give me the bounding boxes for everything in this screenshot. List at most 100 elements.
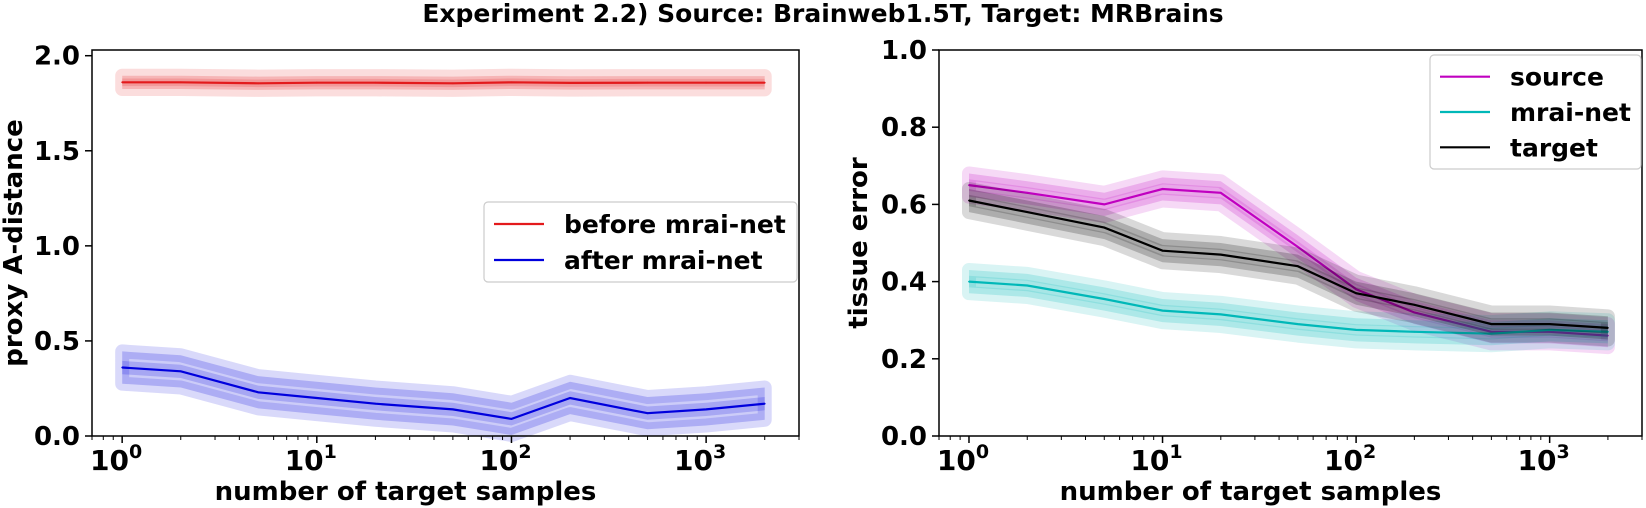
data-point bbox=[510, 418, 513, 420]
data-point bbox=[1161, 188, 1164, 190]
data-point bbox=[1026, 211, 1029, 214]
band-inner bbox=[969, 179, 1608, 342]
legend: before mrai-net after mrai-net bbox=[483, 201, 798, 283]
data-point bbox=[1607, 330, 1609, 333]
x-tick-label: 103 bbox=[674, 441, 726, 477]
x-tick-label: 102 bbox=[1324, 441, 1376, 477]
data-point bbox=[968, 184, 970, 187]
x-axis-label: number of target samples bbox=[215, 477, 597, 507]
band-inner bbox=[969, 275, 1608, 340]
data-point bbox=[1103, 298, 1106, 300]
data-point bbox=[1607, 327, 1609, 329]
data-point bbox=[1161, 249, 1164, 252]
data-point bbox=[763, 81, 766, 84]
data-point bbox=[968, 280, 970, 283]
data-point bbox=[121, 366, 124, 369]
series-before-mrai-net bbox=[115, 68, 772, 97]
x-tick-label: 103 bbox=[1518, 441, 1570, 477]
data-point bbox=[1026, 191, 1029, 194]
y-tick-label: 0.4 bbox=[881, 268, 927, 298]
data-point bbox=[1548, 323, 1551, 325]
legend-frame bbox=[483, 201, 798, 283]
data-point bbox=[1355, 329, 1357, 331]
data-point bbox=[1296, 323, 1299, 325]
legend-frame bbox=[1429, 54, 1642, 170]
x-tick-label: 101 bbox=[1130, 441, 1182, 477]
data-point bbox=[510, 81, 513, 84]
data-point bbox=[374, 81, 377, 84]
chart-left: 0.0 0.5 1.0 1.5 2.0 100 101 102 103 number of tar… bbox=[0, 42, 800, 507]
data-point bbox=[705, 408, 707, 411]
y-tick-label: 0.0 bbox=[34, 422, 80, 452]
data-point bbox=[646, 81, 649, 84]
data-point bbox=[1219, 191, 1222, 194]
data-point bbox=[1413, 311, 1416, 314]
y-tick-label: 0.2 bbox=[881, 345, 927, 375]
data-point bbox=[1296, 265, 1299, 268]
data-point bbox=[1490, 323, 1493, 325]
axes-frame bbox=[938, 49, 1643, 437]
x-axis-label: number of target samples bbox=[1060, 477, 1442, 507]
series-target bbox=[962, 182, 1615, 347]
data-point bbox=[1548, 330, 1551, 333]
data-point bbox=[569, 397, 571, 399]
data-point bbox=[1103, 203, 1106, 206]
legend-label: target bbox=[1510, 133, 1598, 162]
x-tick-label: 102 bbox=[479, 441, 531, 477]
data-point bbox=[1296, 246, 1299, 248]
chart-right: 0.0 0.2 0.4 0.6 0.8 1.0 100 101 102 103 number of … bbox=[844, 36, 1643, 507]
band-outer bbox=[115, 344, 772, 442]
data-point bbox=[1413, 330, 1416, 333]
y-tick-label: 0.0 bbox=[881, 422, 927, 452]
x-tick-label: 100 bbox=[90, 441, 142, 477]
data-point bbox=[452, 82, 454, 85]
data-point bbox=[121, 81, 124, 84]
band-outer bbox=[962, 263, 1615, 353]
x-tick-label: 101 bbox=[285, 441, 337, 477]
series-after-mrai-net bbox=[115, 344, 772, 442]
data-point bbox=[1219, 313, 1222, 316]
data-point bbox=[1355, 288, 1357, 291]
axes-frame bbox=[91, 49, 800, 437]
legend-label: before mrai-net bbox=[564, 210, 786, 239]
data-point bbox=[315, 397, 318, 399]
figure-title: Experiment 2.2) Source: Brainweb1.5T, Ta… bbox=[422, 0, 1223, 28]
data-point bbox=[705, 81, 707, 84]
data-point bbox=[1103, 226, 1106, 229]
x-tick-label: 100 bbox=[937, 441, 989, 477]
y-axis-label: tissue error bbox=[844, 157, 874, 329]
legend: source mrai-net target bbox=[1429, 54, 1642, 170]
y-tick-label: 2.0 bbox=[34, 42, 80, 72]
data-point bbox=[1490, 330, 1493, 333]
data-point bbox=[763, 402, 766, 405]
y-tick-label: 1.0 bbox=[881, 36, 927, 66]
data-point bbox=[1490, 332, 1493, 335]
data-point bbox=[1607, 334, 1609, 337]
y-tick-label: 0.5 bbox=[34, 327, 80, 357]
y-tick-label: 1.0 bbox=[34, 232, 80, 262]
data-point bbox=[452, 408, 454, 411]
data-point bbox=[257, 391, 260, 394]
legend-label: after mrai-net bbox=[564, 246, 763, 275]
series-line bbox=[122, 81, 765, 85]
series-mrai-net bbox=[962, 263, 1615, 353]
data-point bbox=[1413, 303, 1416, 306]
data-point bbox=[1026, 284, 1029, 287]
data-point bbox=[1548, 329, 1551, 331]
data-point bbox=[374, 402, 377, 405]
legend-label: source bbox=[1510, 63, 1604, 92]
data-point bbox=[179, 370, 182, 373]
data-point bbox=[646, 412, 649, 415]
y-tick-label: 1.5 bbox=[34, 137, 80, 167]
data-point bbox=[968, 199, 970, 202]
data-point bbox=[1355, 292, 1357, 295]
data-point bbox=[257, 82, 260, 85]
data-point bbox=[1161, 309, 1164, 312]
legend-label: mrai-net bbox=[1510, 98, 1631, 127]
y-axis-label: proxy A-distance bbox=[0, 119, 29, 367]
data-point bbox=[315, 81, 318, 84]
y-tick-label: 0.6 bbox=[881, 190, 927, 220]
band-inner bbox=[122, 360, 765, 426]
data-point bbox=[569, 82, 571, 84]
